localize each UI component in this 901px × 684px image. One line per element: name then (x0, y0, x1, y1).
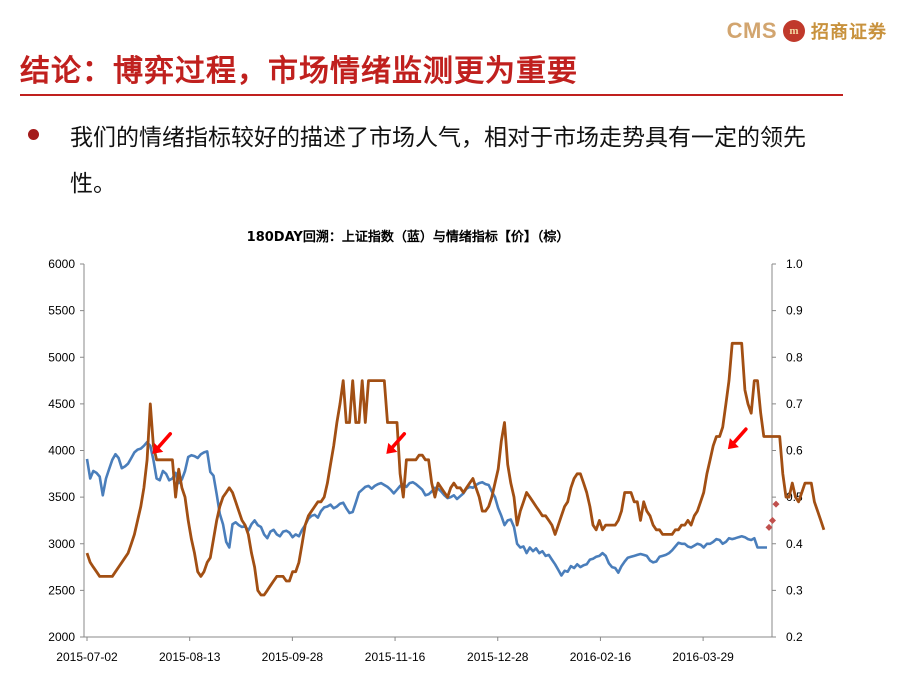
sentiment-indicator-line (85, 341, 826, 597)
signal-arrow-icon (727, 427, 748, 450)
y-right-tick-label: 0.2 (786, 630, 803, 644)
logo-text: CMS (726, 18, 777, 43)
y-right-tick-label: 0.9 (786, 304, 803, 318)
y-left-tick-label: 3500 (48, 490, 75, 504)
chart-plot-area (85, 341, 826, 597)
chart-title: 180DAY回溯：上证指数（蓝）与情绪指标【价】（棕） (247, 229, 570, 245)
x-tick-label: 2015-12-28 (467, 650, 529, 664)
y-left-tick-label: 3000 (48, 537, 75, 551)
x-tick-label: 2016-03-29 (672, 650, 734, 664)
arrow-head (727, 438, 739, 450)
slide-title: 结论：博弈过程，市场情绪监测更为重要 (20, 54, 578, 89)
y-right-tick-label: 1.0 (786, 257, 803, 271)
y-left-tick-label: 4000 (48, 444, 75, 458)
chart-axes: 2000 2500 3000 3500 4000 4500 5000 5500 6000 0.2 0… (48, 257, 803, 664)
y-left-tick-label: 5000 (48, 350, 75, 364)
bullet-text: 我们的情绪指标较好的描述了市场人气，相对于市场走势具有一定的领先性。 (70, 125, 806, 197)
x-tick-label: 2016-02-16 (570, 650, 632, 664)
title-divider (20, 94, 843, 96)
logo-company-name: 招商证券 (811, 22, 887, 43)
logo-mark-letter: m (789, 25, 799, 37)
signal-arrow-icon (386, 432, 407, 454)
brand-logo: CMS m 招商证券 (727, 18, 887, 44)
shanghai-index-line (85, 440, 767, 577)
x-tick-label: 2015-07-02 (56, 650, 118, 664)
y-right-tick-label: 0.8 (786, 350, 803, 364)
y-left-tick-label: 4500 (48, 397, 75, 411)
y-left-tick-label: 5500 (48, 304, 75, 318)
sentiment-marker-point (769, 516, 776, 524)
sentiment-marker-point (765, 523, 773, 531)
signal-arrow-icon (152, 432, 173, 454)
x-tick-label: 2015-11-16 (365, 650, 426, 664)
sentiment-marker-point (772, 500, 780, 508)
logo-mark-icon: m (783, 20, 805, 42)
y-right-tick-label: 0.3 (786, 583, 803, 597)
arrow-head (152, 442, 164, 454)
y-left-tick-label: 2500 (48, 583, 75, 597)
y-right-tick-label: 0.4 (786, 537, 803, 551)
y-right-tick-label: 0.7 (786, 397, 803, 411)
x-tick-label: 2015-08-13 (159, 650, 221, 664)
y-left-tick-label: 2000 (48, 630, 75, 644)
arrow-head (386, 442, 398, 454)
y-left-tick-label: 6000 (48, 257, 75, 271)
y-right-tick-label: 0.6 (786, 444, 803, 458)
x-tick-label: 2015-09-28 (262, 650, 324, 664)
bullet-dot-icon (28, 129, 39, 140)
